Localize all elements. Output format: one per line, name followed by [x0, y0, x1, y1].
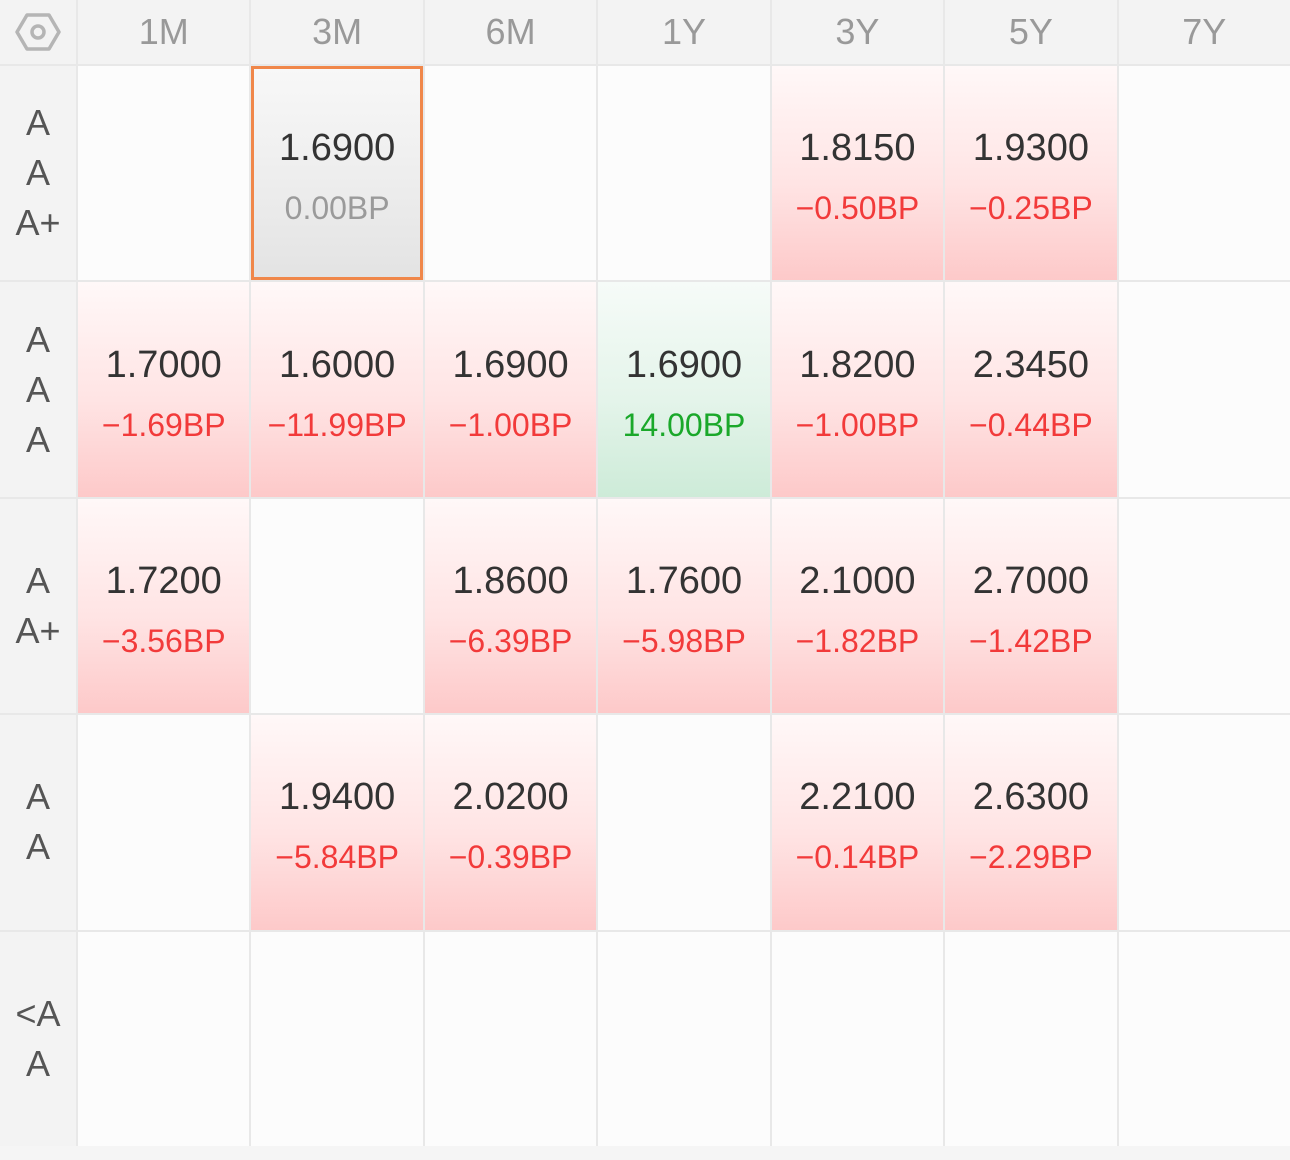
empty-cell[interactable]	[945, 931, 1117, 1146]
yield-rate: 1.6900	[625, 343, 743, 386]
empty-cell[interactable]	[1118, 282, 1290, 497]
yield-change-bp: −5.98BP	[622, 622, 746, 659]
yield-change-bp: −0.25BP	[969, 190, 1093, 227]
yield-cell[interactable]: 1.9400 −5.84BP	[251, 715, 423, 930]
empty-cell[interactable]	[1118, 66, 1290, 281]
yield-change-bp: −6.39BP	[448, 622, 573, 659]
yield-rate: 1.8600	[452, 559, 569, 602]
yield-change-bp: −0.44BP	[969, 406, 1093, 443]
hexagon-settings-icon	[15, 13, 61, 51]
yield-change-bp: −1.42BP	[969, 622, 1093, 659]
row-header-label: AAA+	[15, 102, 61, 244]
yield-rate: 1.7000	[105, 343, 222, 386]
row-header-rating[interactable]: AA	[0, 715, 76, 930]
empty-cell[interactable]	[424, 66, 597, 281]
yield-change-bp: −2.29BP	[969, 839, 1093, 876]
row-header-rating[interactable]: AAA+	[0, 66, 76, 281]
empty-cell[interactable]	[251, 498, 423, 714]
yield-rate: 2.0200	[452, 776, 569, 819]
yield-cell[interactable]: 2.2100 −0.14BP	[771, 715, 944, 930]
empty-cell[interactable]	[78, 715, 250, 930]
yield-rate: 1.9400	[279, 776, 396, 819]
yield-change-bp: −5.84BP	[275, 839, 399, 876]
empty-cell[interactable]	[251, 931, 423, 1146]
yield-rate: 2.7000	[972, 559, 1089, 602]
yield-change-bp: 14.00BP	[622, 406, 746, 443]
row-header-label: AA	[25, 776, 50, 868]
yield-cell[interactable]: 1.6900 0.00BP	[251, 66, 423, 281]
yield-change-bp: −1.69BP	[101, 406, 226, 443]
yield-cell[interactable]: 2.7000 −1.42BP	[945, 498, 1117, 714]
empty-cell[interactable]	[598, 715, 770, 930]
yield-cell[interactable]: 1.6900 −1.00BP	[424, 282, 597, 497]
matrix-settings-button[interactable]	[0, 0, 76, 64]
column-header-6m[interactable]: 6M	[424, 0, 597, 64]
empty-cell[interactable]	[424, 931, 597, 1146]
yield-change-bp: −0.50BP	[795, 190, 920, 227]
yield-change-bp: −1.82BP	[795, 622, 920, 659]
empty-cell[interactable]	[771, 931, 944, 1146]
yield-rate: 2.2100	[799, 776, 916, 819]
column-header-7y[interactable]: 7Y	[1118, 0, 1290, 64]
yield-rate: 1.6900	[279, 127, 396, 170]
yield-rate: 1.8200	[799, 343, 916, 386]
yield-cell[interactable]: 2.0200 −0.39BP	[424, 715, 597, 930]
yield-change-bp: −0.14BP	[795, 839, 920, 876]
yield-cell[interactable]: 1.7000 −1.69BP	[78, 282, 250, 497]
yield-cell[interactable]: 1.9300 −0.25BP	[945, 66, 1117, 281]
yield-rate: 2.3450	[972, 343, 1089, 386]
yield-rate: 1.9300	[972, 127, 1089, 170]
yield-change-bp: −0.39BP	[448, 839, 573, 876]
yield-cell[interactable]: 1.6900 14.00BP	[598, 282, 770, 497]
empty-cell[interactable]	[1118, 931, 1290, 1146]
yield-rate: 1.6000	[279, 343, 396, 386]
yield-change-bp: −11.99BP	[267, 406, 407, 443]
yield-cell[interactable]: 2.6300 −2.29BP	[945, 715, 1117, 930]
yield-change-bp: 0.00BP	[284, 190, 390, 227]
column-header-3m[interactable]: 3M	[251, 0, 423, 64]
yield-cell[interactable]: 1.6000 −11.99BP	[251, 282, 423, 497]
yield-cell[interactable]: 1.7600 −5.98BP	[598, 498, 770, 714]
empty-cell[interactable]	[78, 931, 250, 1146]
yield-change-bp: −3.56BP	[101, 622, 226, 659]
row-header-rating[interactable]: <AA	[0, 931, 76, 1146]
row-header-label: <AA	[15, 992, 61, 1084]
empty-cell[interactable]	[1118, 498, 1290, 714]
yield-cell[interactable]: 2.3450 −0.44BP	[945, 282, 1117, 497]
row-header-label: AA+	[15, 559, 61, 651]
yield-rate: 1.7600	[625, 559, 743, 602]
empty-cell[interactable]	[1118, 715, 1290, 930]
yield-rate: 1.6900	[452, 343, 569, 386]
yield-cell[interactable]: 1.8150 −0.50BP	[771, 66, 944, 281]
yield-cell[interactable]: 1.8600 −6.39BP	[424, 498, 597, 714]
column-header-3y[interactable]: 3Y	[771, 0, 944, 64]
empty-cell[interactable]	[598, 931, 770, 1146]
yield-cell[interactable]: 1.8200 −1.00BP	[771, 282, 944, 497]
column-header-1y[interactable]: 1Y	[598, 0, 770, 64]
empty-cell[interactable]	[78, 66, 250, 281]
empty-cell[interactable]	[598, 66, 770, 281]
yield-change-bp: −1.00BP	[448, 406, 573, 443]
yield-rate: 2.6300	[972, 776, 1089, 819]
row-header-rating[interactable]: AAA	[0, 282, 76, 497]
yield-cell[interactable]: 1.7200 −3.56BP	[78, 498, 250, 714]
yield-cell[interactable]: 2.1000 −1.82BP	[771, 498, 944, 714]
row-header-rating[interactable]: AA+	[0, 498, 76, 714]
column-header-5y[interactable]: 5Y	[945, 0, 1117, 64]
row-header-label: AAA	[25, 318, 50, 460]
yield-rate: 1.7200	[105, 559, 222, 602]
yield-rate: 2.1000	[799, 559, 916, 602]
column-header-1m[interactable]: 1M	[78, 0, 250, 64]
yield-rate: 1.8150	[799, 127, 916, 170]
yield-change-bp: −1.00BP	[795, 406, 920, 443]
